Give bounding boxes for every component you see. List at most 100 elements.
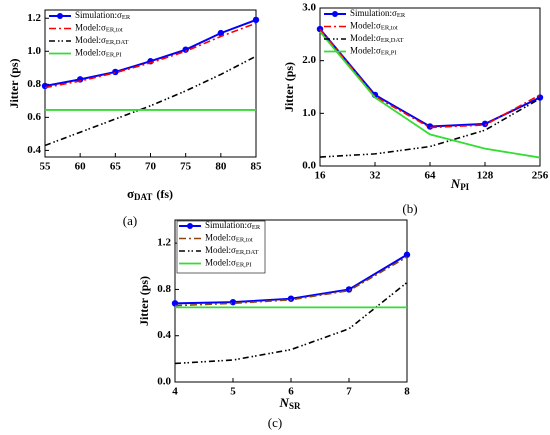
y-tick-label: 3.0	[302, 2, 316, 14]
series-line	[319, 31, 541, 159]
legend-label: Model:σER,PI	[350, 46, 397, 57]
panel-caption: (c)	[268, 415, 282, 430]
legend-name: Model:σ	[205, 233, 236, 243]
legend-label: Model:σER,tot	[205, 233, 253, 244]
legend-label: Model:σER,DAT	[350, 33, 403, 44]
marker	[252, 16, 260, 24]
y-tick-label: 1.0	[27, 45, 41, 57]
marker	[481, 120, 489, 128]
marker	[403, 251, 411, 258]
legend-label: Model:σER,PI	[75, 48, 122, 59]
x-tick-label: 32	[370, 170, 382, 182]
y-tick-label: 1.2	[27, 12, 41, 24]
x-tick-label: 75	[180, 161, 192, 173]
legend: Simulation:σERModel:σER,totModel:σER,DAT…	[324, 8, 406, 57]
legend-name: Simulation:σ	[350, 8, 397, 18]
legend-label: Model:σER,tot	[75, 23, 123, 34]
legend-name: Model:σ	[75, 23, 106, 33]
series-line	[319, 28, 541, 129]
panel: 55 60 65 70 75 80 85 0.4 0.6 0.8 1.0 1.2 Jitter (ps)…	[7, 9, 262, 228]
legend-name: Model:σ	[205, 258, 236, 268]
y-tick-label: 1.2	[157, 237, 171, 249]
legend-label: Simulation:σER	[350, 8, 406, 19]
y-axis-label: Jitter (ps)	[282, 62, 296, 112]
y-tick-label: 1.0	[302, 107, 316, 119]
marker	[287, 295, 295, 302]
panel: 4 5 6 7 8 0.0 0.4 0.8 1.2 Jitter (ps) NSR (c) Simula…	[137, 219, 411, 430]
legend-name-sub: ER	[122, 14, 131, 21]
x-tick-label: 80	[215, 161, 227, 173]
marker	[217, 29, 225, 37]
series-line	[319, 28, 541, 128]
legend: Simulation:σERModel:σER,totModel:σER,DAT…	[49, 10, 131, 59]
legend-name: Model:σ	[350, 46, 381, 56]
x-tick-label: 60	[75, 161, 87, 173]
legend-name-sub: ER	[397, 12, 406, 19]
y-axis-label: Jitter (ps)	[7, 58, 21, 108]
legend-label: Model:σER,DAT	[75, 35, 128, 46]
legend-name-sub: ER,PI	[236, 262, 252, 269]
x-label-main: N	[279, 395, 290, 410]
legend-label: Model:σER,tot	[350, 21, 398, 32]
x-tick-label: 7	[346, 386, 352, 398]
legend-name-sub: ER,PI	[106, 52, 122, 59]
x-label-sub: SR	[289, 401, 301, 411]
y-tick-label: 2.0	[302, 54, 316, 66]
legend-marker	[57, 13, 63, 19]
y-tick-label: 0.8	[157, 283, 171, 295]
legend: Simulation:σERModel:σER,totModel:σER,DAT…	[176, 220, 266, 274]
legend-name: Model:σ	[75, 48, 106, 58]
y-tick-label: 0.8	[27, 78, 41, 90]
legend-name-sub: ER	[252, 224, 261, 231]
y-tick-label: 0.4	[157, 329, 171, 341]
panel: 16 32 64 128 256 0.0 1.0 2.0 3.0 Jitter (ps) NPI (b…	[282, 2, 549, 216]
x-label-sub: PI	[460, 182, 469, 192]
legend-marker	[187, 223, 193, 229]
y-axis-label: Jitter (ps)	[137, 276, 151, 326]
marker	[426, 123, 434, 130]
legend-name: Model:σ	[205, 245, 236, 255]
x-axis-label: NSR	[279, 395, 301, 411]
y-tick-label: 0.6	[27, 111, 41, 123]
x-axis-label: NPI	[450, 176, 470, 192]
legend-name: Model:σ	[75, 35, 106, 45]
x-tick-label: 64	[425, 170, 437, 182]
legend-name-sub: ER,DAT	[236, 249, 259, 256]
legend-label: Model:σER,PI	[205, 258, 252, 269]
x-tick-label: 4	[172, 386, 178, 398]
legend-name-sub: ER,tot	[106, 27, 123, 34]
legend-label: Simulation:σER	[75, 10, 131, 21]
marker	[41, 82, 49, 90]
x-tick-label: 55	[40, 161, 52, 173]
legend-name: Simulation:σ	[205, 220, 252, 230]
x-axis-label: σDAT (fs)	[127, 186, 173, 202]
x-label-main: N	[450, 176, 461, 191]
legend-name-sub: ER,DAT	[106, 39, 129, 46]
x-tick-label: 256	[532, 170, 549, 182]
legend-name: Model:σ	[350, 33, 381, 43]
y-tick-label: 0.0	[157, 376, 171, 388]
legend-label: Simulation:σER	[205, 220, 261, 231]
x-tick-label: 65	[110, 161, 122, 173]
series-line	[319, 97, 541, 158]
y-tick-label: 0.4	[27, 144, 41, 156]
panel-caption: (a)	[123, 213, 137, 228]
x-label-unit: (fs)	[156, 187, 173, 201]
legend-marker	[332, 11, 338, 17]
series-line	[44, 55, 257, 147]
legend-name-sub: ER,DAT	[381, 37, 404, 44]
y-tick-label: 0.0	[302, 160, 316, 172]
series-line	[174, 281, 408, 365]
x-tick-label: 6	[288, 386, 294, 398]
marker	[345, 286, 353, 293]
x-label-sub: DAT	[134, 192, 152, 202]
x-tick-label: 5	[230, 386, 236, 398]
legend-name: Model:σ	[350, 21, 381, 31]
legend-name-sub: ER,PI	[381, 50, 397, 57]
x-label-main: σ	[127, 186, 134, 201]
panel-caption: (b)	[402, 201, 417, 216]
marker	[229, 298, 237, 306]
x-tick-label: 16	[315, 170, 327, 182]
legend-name-sub: ER,tot	[381, 25, 398, 32]
